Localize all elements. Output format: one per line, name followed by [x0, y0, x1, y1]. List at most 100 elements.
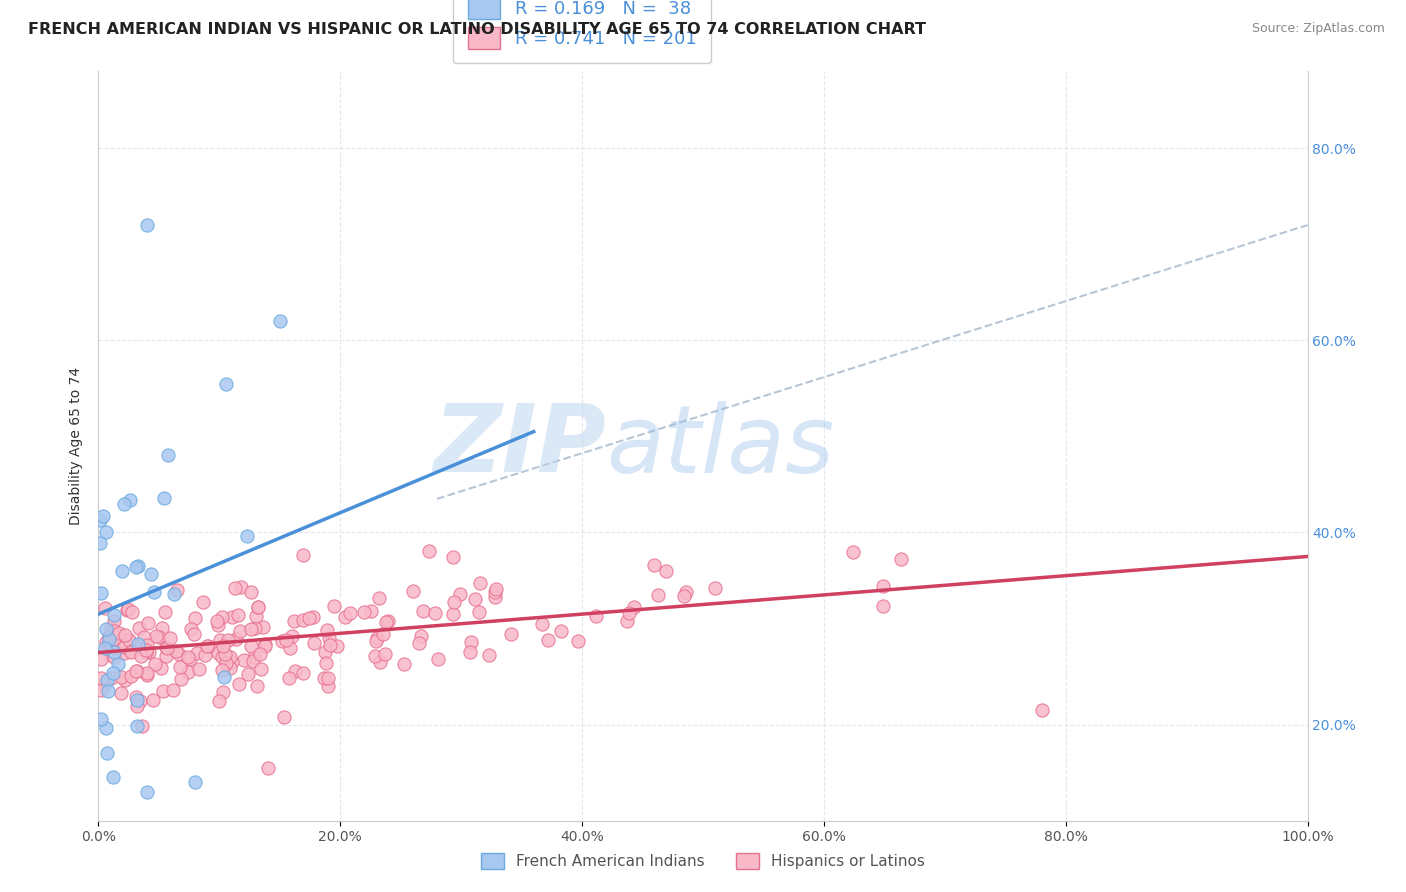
Point	[157, 448, 180, 462]
Point	[239, 622, 262, 636]
Point	[219, 649, 242, 664]
Point	[120, 668, 142, 682]
Point	[97, 636, 120, 650]
Point	[364, 649, 387, 664]
Point	[89, 535, 111, 549]
Point	[212, 685, 235, 699]
Point	[135, 785, 157, 799]
Point	[184, 610, 207, 624]
Point	[218, 661, 240, 675]
Point	[245, 609, 267, 624]
Point	[170, 672, 193, 686]
Point	[97, 642, 120, 657]
Point	[425, 606, 447, 620]
Point	[675, 584, 697, 599]
Point	[125, 692, 148, 706]
Point	[112, 497, 135, 511]
Point	[246, 679, 269, 693]
Point	[366, 631, 388, 645]
Point	[458, 645, 481, 659]
Point	[236, 667, 259, 681]
Point	[567, 634, 589, 648]
Point	[115, 602, 138, 616]
Point	[228, 607, 250, 622]
Point	[654, 565, 676, 579]
Point	[377, 615, 399, 629]
Point	[197, 639, 219, 653]
Point	[101, 666, 124, 681]
Point	[485, 582, 508, 596]
Point	[643, 558, 665, 572]
Point	[166, 582, 188, 597]
Point	[249, 648, 271, 662]
Point	[90, 682, 112, 697]
Point	[460, 635, 482, 649]
Point	[335, 609, 357, 624]
Text: Source: ZipAtlas.com: Source: ZipAtlas.com	[1251, 22, 1385, 36]
Point	[619, 607, 641, 621]
Point	[121, 605, 143, 619]
Point	[195, 639, 218, 653]
Point	[283, 614, 305, 628]
Point	[136, 616, 159, 631]
Point	[152, 491, 174, 505]
Point	[135, 644, 157, 658]
Point	[301, 610, 323, 624]
Point	[247, 600, 270, 615]
Point	[128, 621, 150, 635]
Point	[211, 609, 233, 624]
Point	[314, 645, 336, 659]
Point	[412, 604, 434, 618]
Point	[107, 657, 129, 671]
Point	[118, 634, 141, 648]
Point	[360, 604, 382, 618]
Point	[319, 639, 342, 653]
Point	[136, 667, 159, 681]
Point	[221, 655, 243, 669]
Point	[96, 673, 118, 687]
Point	[367, 591, 389, 606]
Point	[315, 656, 337, 670]
Point	[94, 722, 117, 736]
Point	[550, 624, 572, 638]
Point	[91, 508, 114, 523]
Legend: R = 0.169   N =  38, R = 0.741   N = 201: R = 0.169 N = 38, R = 0.741 N = 201	[453, 0, 711, 63]
Point	[672, 589, 695, 603]
Point	[212, 639, 235, 653]
Point	[156, 640, 179, 655]
Point	[94, 635, 117, 649]
Point	[872, 579, 894, 593]
Point	[165, 644, 187, 658]
Point	[127, 637, 149, 651]
Point	[225, 632, 247, 646]
Point	[152, 683, 174, 698]
Point	[278, 640, 301, 655]
Point	[371, 627, 394, 641]
Point	[392, 657, 415, 671]
Point	[100, 621, 122, 635]
Point	[284, 665, 307, 679]
Point	[375, 615, 398, 629]
Point	[585, 609, 607, 624]
Point	[370, 655, 392, 669]
Point	[281, 629, 304, 643]
Text: ZIP: ZIP	[433, 400, 606, 492]
Point	[215, 376, 238, 391]
Point	[125, 665, 148, 679]
Point	[125, 690, 148, 704]
Point	[214, 670, 236, 684]
Point	[100, 648, 122, 663]
Point	[316, 672, 339, 686]
Point	[207, 617, 229, 632]
Point	[231, 580, 253, 594]
Point	[235, 529, 257, 543]
Point	[647, 588, 669, 602]
Point	[90, 652, 112, 666]
Point	[143, 585, 166, 599]
Point	[103, 614, 125, 628]
Point	[411, 629, 433, 643]
Point	[253, 640, 276, 654]
Point	[214, 647, 236, 661]
Point	[194, 648, 217, 662]
Point	[184, 775, 207, 789]
